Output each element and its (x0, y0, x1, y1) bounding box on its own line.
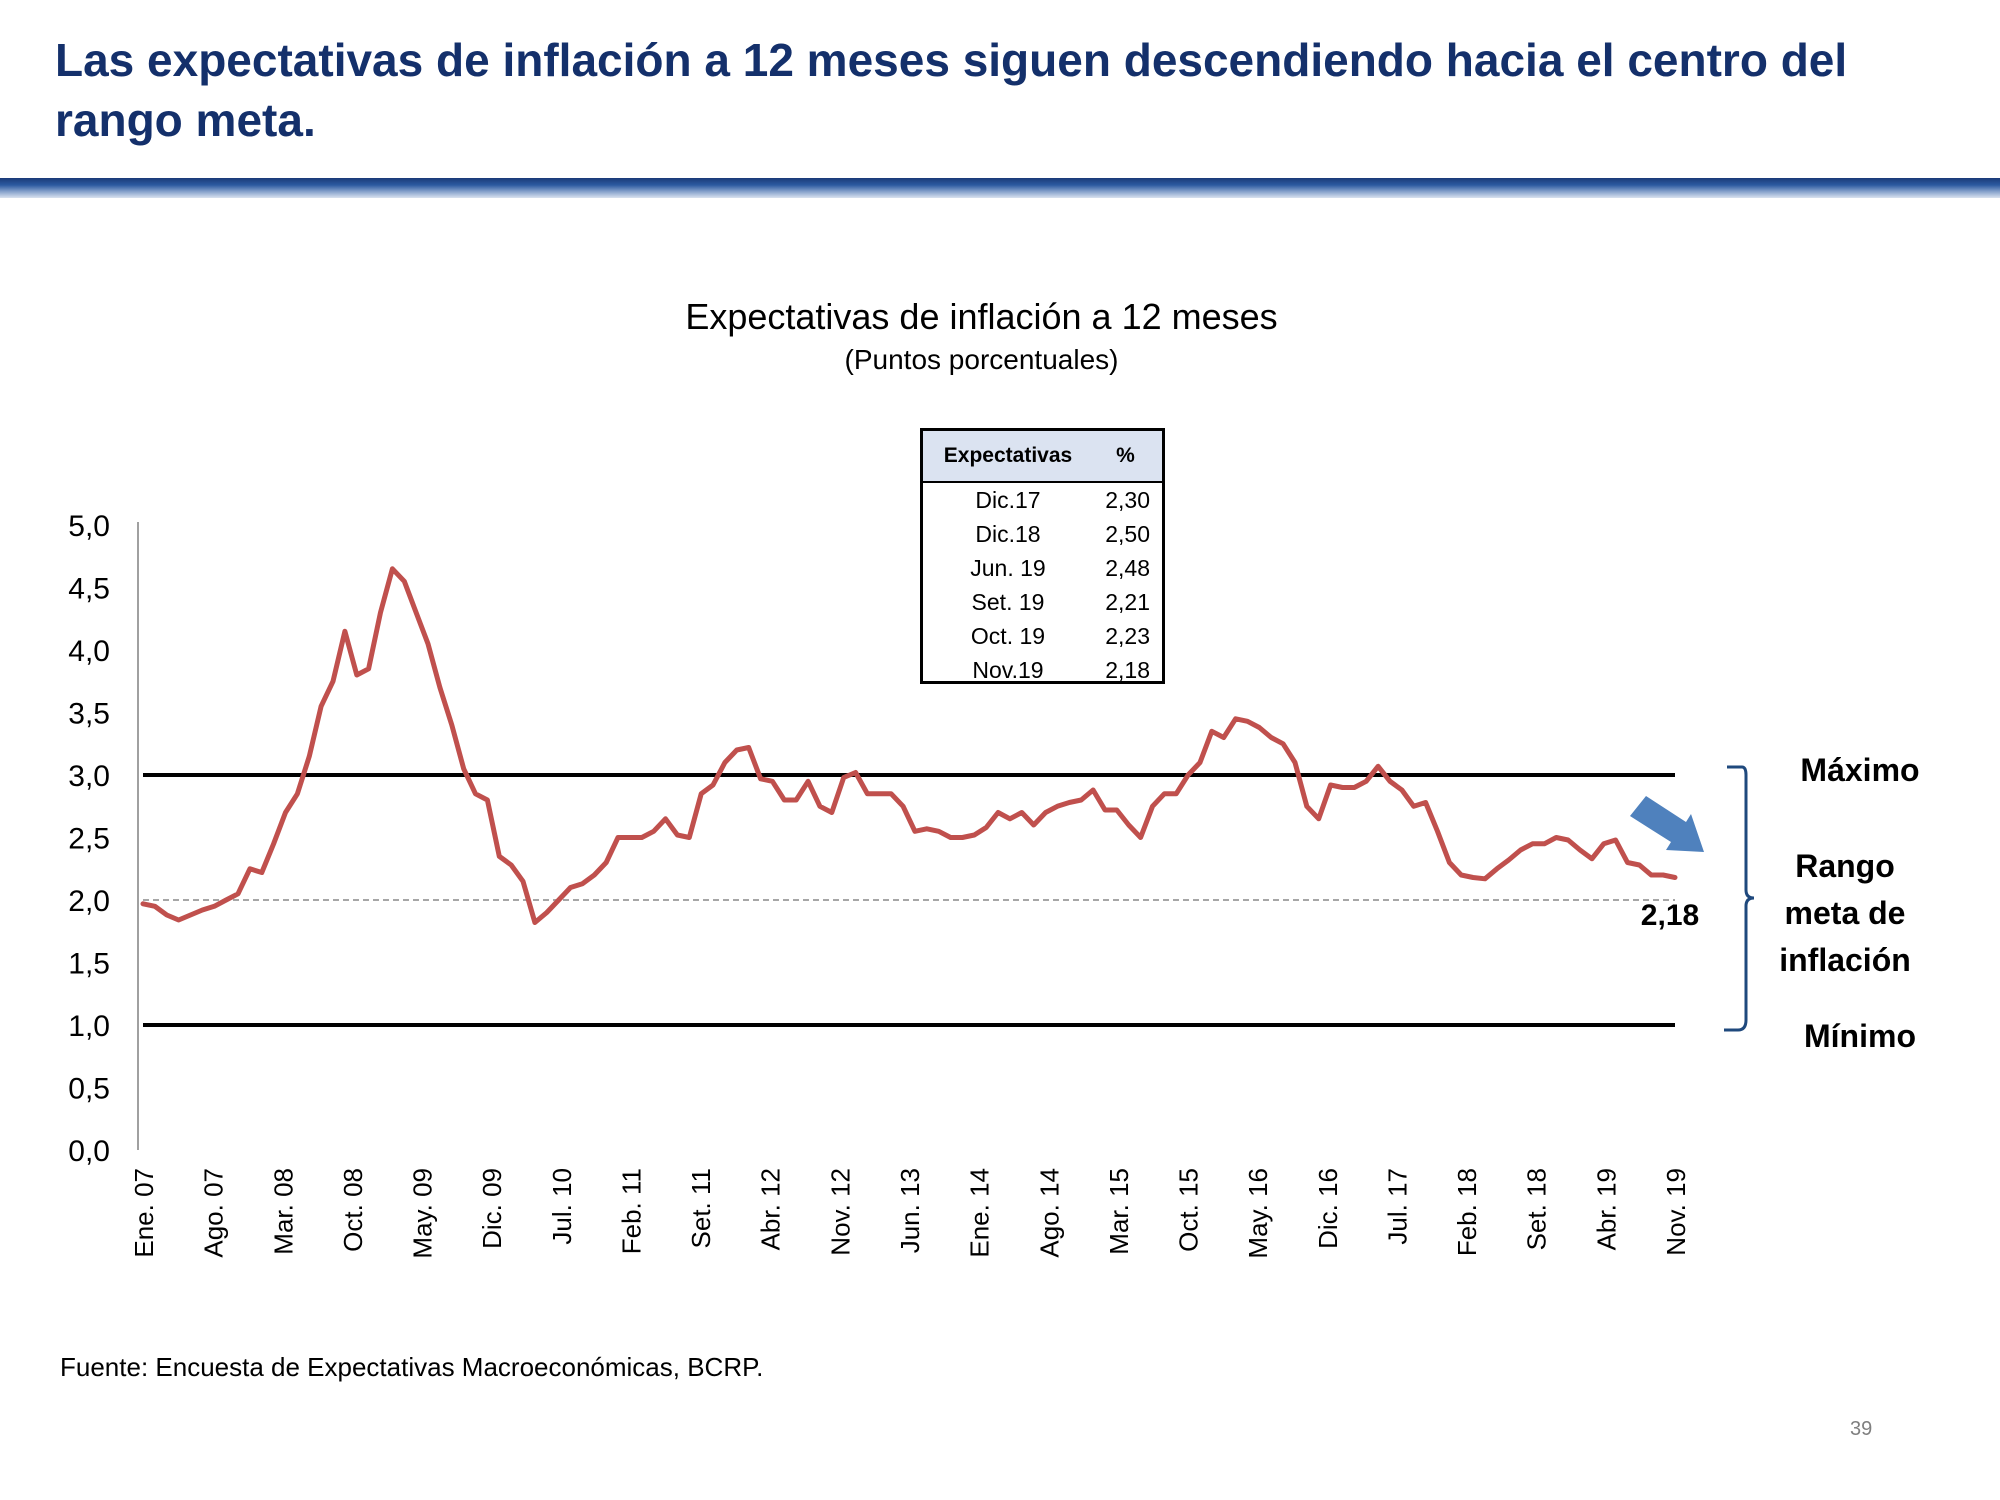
x-tick-label: Jul. 17 (1382, 1168, 1412, 1245)
x-tick-label: Oct. 15 (1174, 1168, 1204, 1252)
table-row: Dic.18 2,50 (923, 517, 1162, 551)
table-header: Expectativas % (923, 431, 1162, 483)
source-note: Fuente: Encuesta de Expectativas Macroec… (60, 1352, 764, 1382)
y-tick-label: 1,0 (68, 1010, 110, 1043)
x-tick-label: Set. 18 (1522, 1168, 1552, 1250)
expectations-table: Expectativas % Dic.17 2,30 Dic.18 2,50 J… (920, 428, 1165, 684)
x-tick-label: Dic. 09 (477, 1168, 507, 1249)
table-cell-period: Dic.18 (975, 520, 1041, 547)
table-header-period: Expectativas (943, 444, 1073, 467)
y-tick-label: 1,5 (68, 948, 110, 981)
table-cell-value: 2,50 (1105, 520, 1150, 547)
table-cell-period: Set. 19 (971, 588, 1045, 615)
x-tick-label: Ene. 07 (129, 1168, 159, 1258)
y-tick-label: 5,0 (68, 510, 110, 543)
table-cell-value: 2,18 (1105, 656, 1150, 683)
y-tick-label: 0,0 (68, 1135, 110, 1168)
range-label-line3: inflación (1779, 942, 1911, 978)
y-tick-label: 2,5 (68, 823, 110, 856)
table-row: Jun. 19 2,48 (923, 551, 1162, 585)
table-cell-value: 2,21 (1105, 588, 1150, 615)
y-tick-label: 3,5 (68, 698, 110, 731)
x-tick-label: May. 09 (408, 1168, 438, 1259)
x-tick-label: Jul. 10 (547, 1168, 577, 1245)
inflation-expectations-line (140, 566, 1678, 925)
table-row: Oct. 19 2,23 (923, 619, 1162, 653)
range-label-line1: Rango (1795, 848, 1895, 884)
x-tick-label: Mar. 08 (268, 1168, 298, 1255)
table-row: Nov.19 2,18 (923, 653, 1162, 687)
x-tick-label: Ago. 07 (199, 1168, 229, 1258)
x-tick-label: May. 16 (1243, 1168, 1273, 1259)
x-tick-label: Set. 11 (686, 1168, 716, 1248)
title-divider (0, 178, 2000, 198)
y-tick-label: 0,5 (68, 1073, 110, 1106)
table-header-percent: % (1116, 444, 1135, 467)
x-tick-label: Mar. 15 (1104, 1168, 1134, 1255)
table-cell-value: 2,30 (1105, 486, 1150, 513)
last-value-label: 2,18 (1641, 899, 1699, 932)
page-number: 39 (1850, 1418, 1873, 1440)
x-tick-label: Jun. 13 (895, 1168, 925, 1253)
chart-title: Expectativas de inflación a 12 meses (685, 296, 1278, 337)
target-range-bracket (1724, 765, 1755, 1032)
x-tick-label: Abr. 12 (756, 1168, 786, 1250)
slide-title: Las expectativas de inflación a 12 meses… (55, 34, 1848, 146)
x-tick-label: Dic. 16 (1313, 1168, 1343, 1249)
x-tick-label: Oct. 08 (338, 1168, 368, 1252)
y-tick-label: 2,0 (68, 885, 110, 918)
table-cell-period: Jun. 19 (970, 554, 1046, 581)
table-cell-period: Nov.19 (972, 656, 1044, 683)
y-tick-label: 4,5 (68, 573, 110, 606)
range-label-line2: meta de (1784, 895, 1906, 931)
trend-down-arrow-icon (1630, 796, 1704, 852)
x-tick-label: Feb. 11 (616, 1168, 646, 1254)
table-cell-value: 2,48 (1105, 554, 1150, 581)
x-tick-label: Nov. 19 (1661, 1168, 1691, 1256)
min-label: Mínimo (1804, 1018, 1916, 1054)
x-tick-label: Nov. 12 (825, 1168, 855, 1256)
y-tick-label: 4,0 (68, 635, 110, 668)
max-label: Máximo (1800, 752, 1920, 788)
x-tick-label: Ene. 14 (965, 1168, 995, 1258)
table-cell-value: 2,23 (1105, 622, 1150, 649)
table-cell-period: Oct. 19 (970, 622, 1046, 649)
x-tick-label: Ago. 14 (1034, 1168, 1064, 1258)
y-tick-label: 3,0 (68, 760, 110, 793)
chart-subtitle: (Puntos porcentuales) (844, 344, 1119, 375)
x-tick-label: Feb. 18 (1452, 1168, 1482, 1256)
table-row: Dic.17 2,30 (923, 483, 1162, 517)
table-cell-period: Dic.17 (975, 486, 1041, 513)
x-tick-label: Abr. 19 (1591, 1168, 1621, 1250)
table-row: Set. 19 2,21 (923, 585, 1162, 619)
